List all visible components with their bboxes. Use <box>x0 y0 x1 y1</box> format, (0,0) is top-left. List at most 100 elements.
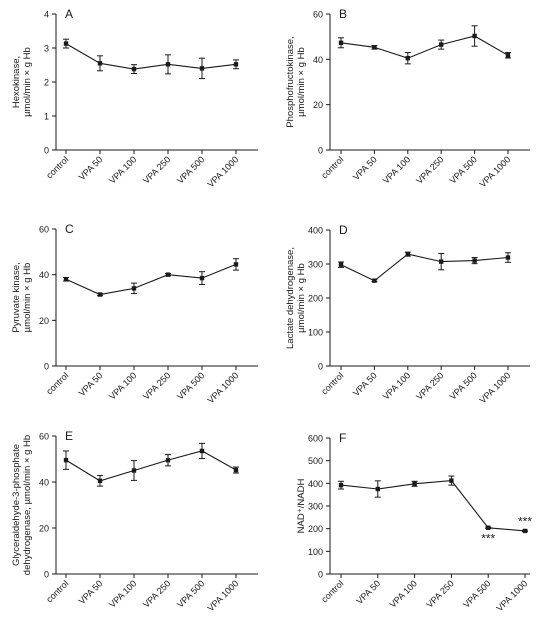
y-tick-label: 40 <box>39 478 49 488</box>
y-tick-label: 500 <box>308 456 323 466</box>
data-point <box>505 255 511 260</box>
chart-panel-a: 0 1 2 3 4 control VPA 50 VPA 100 VPA 250 VPA 500 V… <box>11 7 258 189</box>
data-point <box>449 478 454 483</box>
x-tick-label: VPA 50 <box>351 370 379 398</box>
data-point <box>233 467 239 473</box>
data-point <box>131 66 137 72</box>
x-tick-label: VPA 1000 <box>478 370 513 405</box>
data-point <box>131 286 137 291</box>
data-point <box>233 262 239 267</box>
series-line <box>340 480 526 532</box>
y-tick-label: 1 <box>44 112 49 122</box>
series-line <box>340 35 509 59</box>
x-tick-label: VPA 100 <box>107 578 138 609</box>
chart-panel-d: 0 100 200 300 400 control VPA 50 VPA 100 VPA 250… <box>285 223 530 405</box>
y-tick-label: 0 <box>44 146 49 156</box>
data-point <box>439 42 444 47</box>
significance-annotation: *** <box>481 531 495 545</box>
panel-letter: F <box>339 431 346 445</box>
y-tick-label: 60 <box>39 225 49 235</box>
x-tick-label: VPA 1000 <box>206 578 241 613</box>
significance-annotation: *** <box>518 515 532 529</box>
panel-letter: D <box>339 223 348 237</box>
y-tick-label: 0 <box>318 362 323 372</box>
x-tick-label: VPA 500 <box>448 370 479 401</box>
data-point <box>199 448 205 454</box>
y-tick-label: 0 <box>318 570 323 580</box>
x-tick-label: VPA 50 <box>77 154 105 182</box>
data-point <box>131 468 137 473</box>
x-tick-label: VPA 250 <box>141 370 172 401</box>
data-point <box>165 62 171 67</box>
y-tick-label: 3 <box>44 44 49 54</box>
x-tick-label: VPA 500 <box>175 578 206 609</box>
y-axis-label: Glyceraldehyde-3-phosphate <box>11 444 22 566</box>
x-tick-label: control <box>319 154 345 180</box>
y-axis-label: NAD⁺/NADH <box>296 479 307 534</box>
y-tick-label: 0 <box>44 362 49 372</box>
chart-panel-c: 0 20 40 60 control VPA 50 VPA 100 VPA 250 VPA 50… <box>11 222 258 405</box>
panel-letter: E <box>65 429 73 443</box>
x-tick-label: VPA 50 <box>354 578 382 606</box>
data-point <box>63 457 69 463</box>
y-tick-label: 4 <box>44 10 49 20</box>
data-point <box>405 251 410 257</box>
y-tick-label: 400 <box>308 226 323 236</box>
y-axis-label: Hexokinase, <box>11 56 22 108</box>
x-tick-label: VPA 50 <box>77 370 105 398</box>
y-tick-label: 60 <box>39 432 49 442</box>
data-point <box>375 486 380 492</box>
data-point <box>233 62 239 67</box>
x-tick-label: VPA 250 <box>141 578 172 609</box>
y-tick-label: 20 <box>39 524 49 534</box>
data-point <box>97 478 103 484</box>
data-point <box>97 61 103 66</box>
x-tick-label: VPA 1000 <box>495 578 530 613</box>
data-point <box>439 259 444 264</box>
data-point <box>505 53 511 58</box>
data-point <box>338 482 344 488</box>
data-point <box>165 272 171 277</box>
x-tick-label: VPA 100 <box>107 154 138 185</box>
data-point <box>199 275 205 281</box>
x-tick-label: VPA 100 <box>388 578 419 609</box>
x-tick-label: VPA 100 <box>381 370 412 401</box>
y-axis-label: Lactate dehydrogenase, <box>285 247 296 349</box>
y-tick-label: 200 <box>308 524 323 534</box>
y-tick-label: 100 <box>308 547 323 557</box>
data-point <box>63 277 69 282</box>
y-tick-label: 200 <box>308 294 323 304</box>
data-point <box>405 56 410 61</box>
y-tick-label: 60 <box>313 10 323 20</box>
x-tick-label: control <box>319 370 345 396</box>
panel-letter: A <box>65 7 73 21</box>
y-axis-label: µmol/min × g Hb <box>22 47 33 117</box>
y-tick-label: 100 <box>308 328 323 338</box>
chart-panel-e: 0 20 40 60 control VPA 50 VPA 100 VPA 250 VPA 50… <box>11 429 258 613</box>
x-tick-label: control <box>44 370 70 396</box>
y-tick-label: 400 <box>308 479 323 489</box>
x-tick-label: VPA 1000 <box>478 154 513 189</box>
y-tick-label: 20 <box>39 316 49 326</box>
x-tick-label: VPA 50 <box>77 578 105 606</box>
x-tick-label: VPA 250 <box>414 154 445 185</box>
y-axis-label: µmol/min × g Hb <box>296 47 307 117</box>
y-tick-label: 300 <box>308 502 323 512</box>
x-tick-label: VPA 100 <box>107 370 138 401</box>
x-tick-label: control <box>44 578 70 604</box>
data-point <box>372 278 377 283</box>
x-tick-label: VPA 100 <box>381 154 412 185</box>
data-point <box>338 40 344 45</box>
x-tick-label: VPA 250 <box>141 154 172 185</box>
data-point <box>63 41 69 46</box>
y-tick-label: 300 <box>308 260 323 270</box>
y-axis-label: dehydrogenase, µmol/min × g Hb <box>22 435 33 575</box>
y-tick-label: 2 <box>44 78 49 88</box>
y-tick-label: 0 <box>318 146 323 156</box>
x-tick-label: control <box>44 154 70 180</box>
x-tick-label: VPA 250 <box>414 370 445 401</box>
x-tick-label: VPA 1000 <box>206 370 241 405</box>
x-tick-label: VPA 500 <box>448 154 479 185</box>
